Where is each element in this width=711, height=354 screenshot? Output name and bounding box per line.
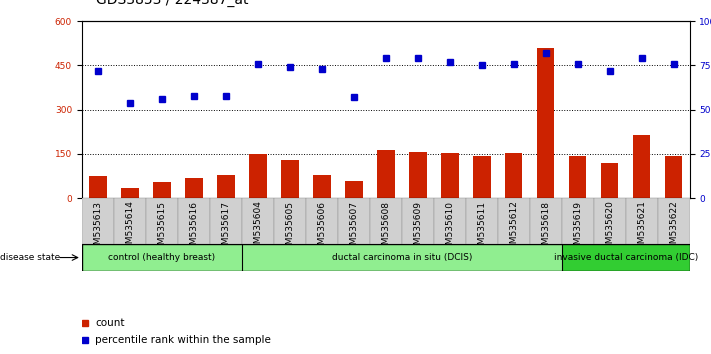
Bar (505, 153, 523, 198)
Bar (473, 156, 491, 198)
Text: GSM535619: GSM535619 (573, 200, 582, 256)
Bar (338, 198, 370, 244)
Bar (345, 181, 363, 198)
Text: GSM535612: GSM535612 (509, 200, 518, 256)
Text: disease state: disease state (0, 253, 60, 262)
Bar (409, 152, 427, 198)
Text: GSM535617: GSM535617 (221, 200, 230, 256)
Text: GSM535613: GSM535613 (93, 200, 102, 256)
Bar (626, 198, 658, 244)
Text: GSM535610: GSM535610 (445, 200, 454, 256)
Text: GSM535621: GSM535621 (637, 200, 646, 256)
Bar (466, 198, 498, 244)
Text: GSM535620: GSM535620 (605, 200, 614, 256)
Text: control (healthy breast): control (healthy breast) (108, 253, 215, 262)
Text: GSM535622: GSM535622 (669, 200, 678, 255)
Text: GSM535606: GSM535606 (317, 200, 326, 256)
Bar (249, 154, 267, 198)
Bar (82, 244, 242, 271)
Bar (441, 153, 459, 198)
Bar (89, 176, 107, 198)
Bar (242, 198, 274, 244)
Bar (530, 198, 562, 244)
Bar (434, 198, 466, 244)
Bar (594, 198, 626, 244)
Bar (82, 198, 114, 244)
Text: GSM535608: GSM535608 (381, 200, 390, 256)
Text: GSM535616: GSM535616 (189, 200, 198, 256)
Bar (601, 163, 619, 198)
Bar (281, 160, 299, 198)
Bar (377, 149, 395, 198)
Bar (121, 188, 139, 198)
Text: GSM535604: GSM535604 (253, 200, 262, 256)
Bar (633, 135, 651, 198)
Text: GDS3853 / 224387_at: GDS3853 / 224387_at (96, 0, 248, 7)
Bar (306, 198, 338, 244)
Bar (185, 178, 203, 198)
Bar (537, 48, 555, 198)
Bar (114, 198, 146, 244)
Text: GSM535605: GSM535605 (285, 200, 294, 256)
Text: percentile rank within the sample: percentile rank within the sample (95, 335, 272, 345)
Bar (665, 156, 683, 198)
Bar (402, 198, 434, 244)
Text: invasive ductal carcinoma (IDC): invasive ductal carcinoma (IDC) (554, 253, 697, 262)
Bar (146, 198, 178, 244)
Text: GSM535611: GSM535611 (477, 200, 486, 256)
Bar (562, 244, 690, 271)
Bar (217, 175, 235, 198)
Text: GSM535607: GSM535607 (349, 200, 358, 256)
Bar (153, 182, 171, 198)
Bar (569, 156, 587, 198)
Text: GSM535615: GSM535615 (157, 200, 166, 256)
Bar (274, 198, 306, 244)
Text: GSM535609: GSM535609 (413, 200, 422, 256)
Bar (370, 198, 402, 244)
Bar (498, 198, 530, 244)
Bar (210, 198, 242, 244)
Bar (178, 198, 210, 244)
Text: GSM535618: GSM535618 (541, 200, 550, 256)
Bar (313, 175, 331, 198)
Text: GSM535614: GSM535614 (125, 200, 134, 256)
Text: count: count (95, 318, 125, 328)
Bar (562, 198, 594, 244)
Bar (658, 198, 690, 244)
Text: ductal carcinoma in situ (DCIS): ductal carcinoma in situ (DCIS) (331, 253, 472, 262)
Bar (242, 244, 562, 271)
